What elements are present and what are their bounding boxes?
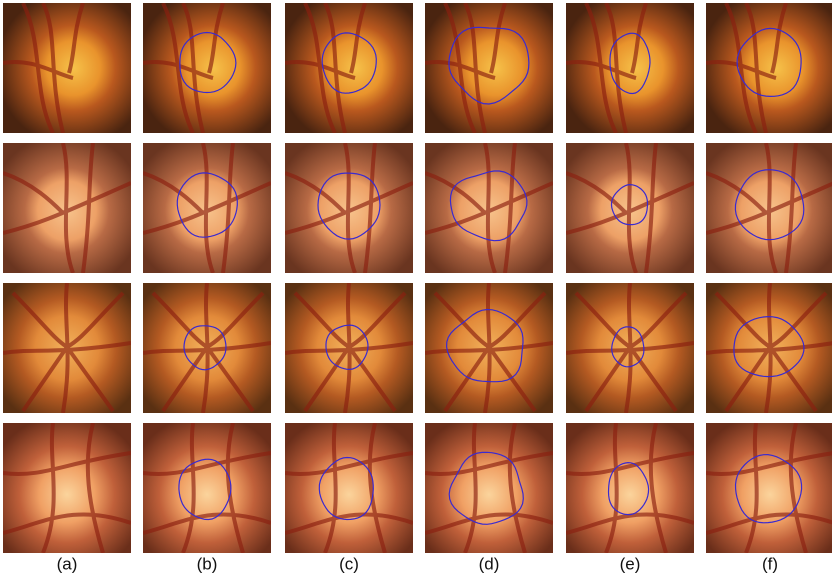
- fundus-image: [3, 143, 131, 273]
- image-content: [143, 3, 271, 133]
- image-grid: [3, 3, 832, 553]
- column-labels: (a) (b) (c) (d) (e) (f): [57, 554, 778, 573]
- fundus-background: [143, 3, 271, 133]
- image-content: [285, 283, 413, 413]
- image-content: [566, 3, 694, 133]
- fundus-image: [285, 143, 413, 273]
- image-content: [143, 143, 271, 273]
- fundus-background: [285, 423, 413, 553]
- image-content: [285, 3, 413, 133]
- fundus-background: [425, 423, 553, 553]
- image-content: [143, 423, 271, 553]
- image-content: [706, 143, 832, 273]
- column-label: (e): [620, 554, 641, 573]
- fundus-background: [143, 423, 271, 553]
- fundus-background: [566, 3, 694, 133]
- fundus-image: [425, 423, 553, 553]
- image-content: [706, 283, 832, 413]
- fundus-image: [425, 3, 553, 133]
- image-content: [285, 143, 413, 273]
- fundus-image: [3, 423, 131, 553]
- image-content: [706, 423, 832, 553]
- fundus-image: [566, 3, 694, 133]
- fundus-image: [285, 423, 413, 553]
- fundus-image: [143, 3, 271, 133]
- fundus-image: [3, 283, 131, 413]
- fundus-background: [706, 3, 832, 133]
- image-content: [425, 143, 553, 273]
- image-content: [566, 423, 694, 553]
- image-content: [566, 283, 694, 413]
- fundus-image: [143, 143, 271, 273]
- fundus-image: [143, 283, 271, 413]
- fundus-image: [706, 423, 832, 553]
- fundus-background: [566, 423, 694, 553]
- image-content: [143, 283, 271, 413]
- fundus-background: [3, 3, 131, 133]
- image-content: [3, 283, 131, 413]
- fundus-image: [566, 423, 694, 553]
- image-content: [3, 143, 131, 273]
- column-label: (a): [57, 554, 78, 573]
- fundus-image: [706, 283, 832, 413]
- fundus-background: [285, 3, 413, 133]
- column-label: (d): [479, 554, 500, 573]
- column-label: (b): [197, 554, 218, 573]
- fundus-image: [285, 3, 413, 133]
- image-content: [3, 423, 131, 553]
- image-content: [425, 3, 553, 133]
- fundus-background: [425, 3, 553, 133]
- column-label: (f): [762, 554, 778, 573]
- column-label: (c): [339, 554, 359, 573]
- fundus-image: [706, 3, 832, 133]
- image-content: [706, 3, 832, 133]
- image-content: [425, 423, 553, 553]
- fundus-image: [425, 283, 553, 413]
- fundus-background: [3, 423, 131, 553]
- image-content: [566, 143, 694, 273]
- fundus-image: [566, 143, 694, 273]
- fundus-image: [3, 3, 131, 133]
- fundus-image: [285, 283, 413, 413]
- fundus-image: [706, 143, 832, 273]
- image-content: [285, 423, 413, 553]
- image-content: [425, 283, 553, 413]
- fundus-image: [425, 143, 553, 273]
- image-content: [3, 3, 131, 133]
- fundus-image: [143, 423, 271, 553]
- fundus-background: [706, 423, 832, 553]
- figure: (a) (b) (c) (d) (e) (f): [0, 0, 832, 580]
- fundus-image: [566, 283, 694, 413]
